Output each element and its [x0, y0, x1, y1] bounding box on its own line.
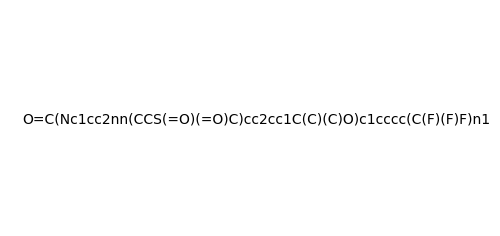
- Text: O=C(Nc1cc2nn(CCS(=O)(=O)C)cc2cc1C(C)(C)O)c1cccc(C(F)(F)F)n1: O=C(Nc1cc2nn(CCS(=O)(=O)C)cc2cc1C(C)(C)O…: [22, 112, 490, 126]
